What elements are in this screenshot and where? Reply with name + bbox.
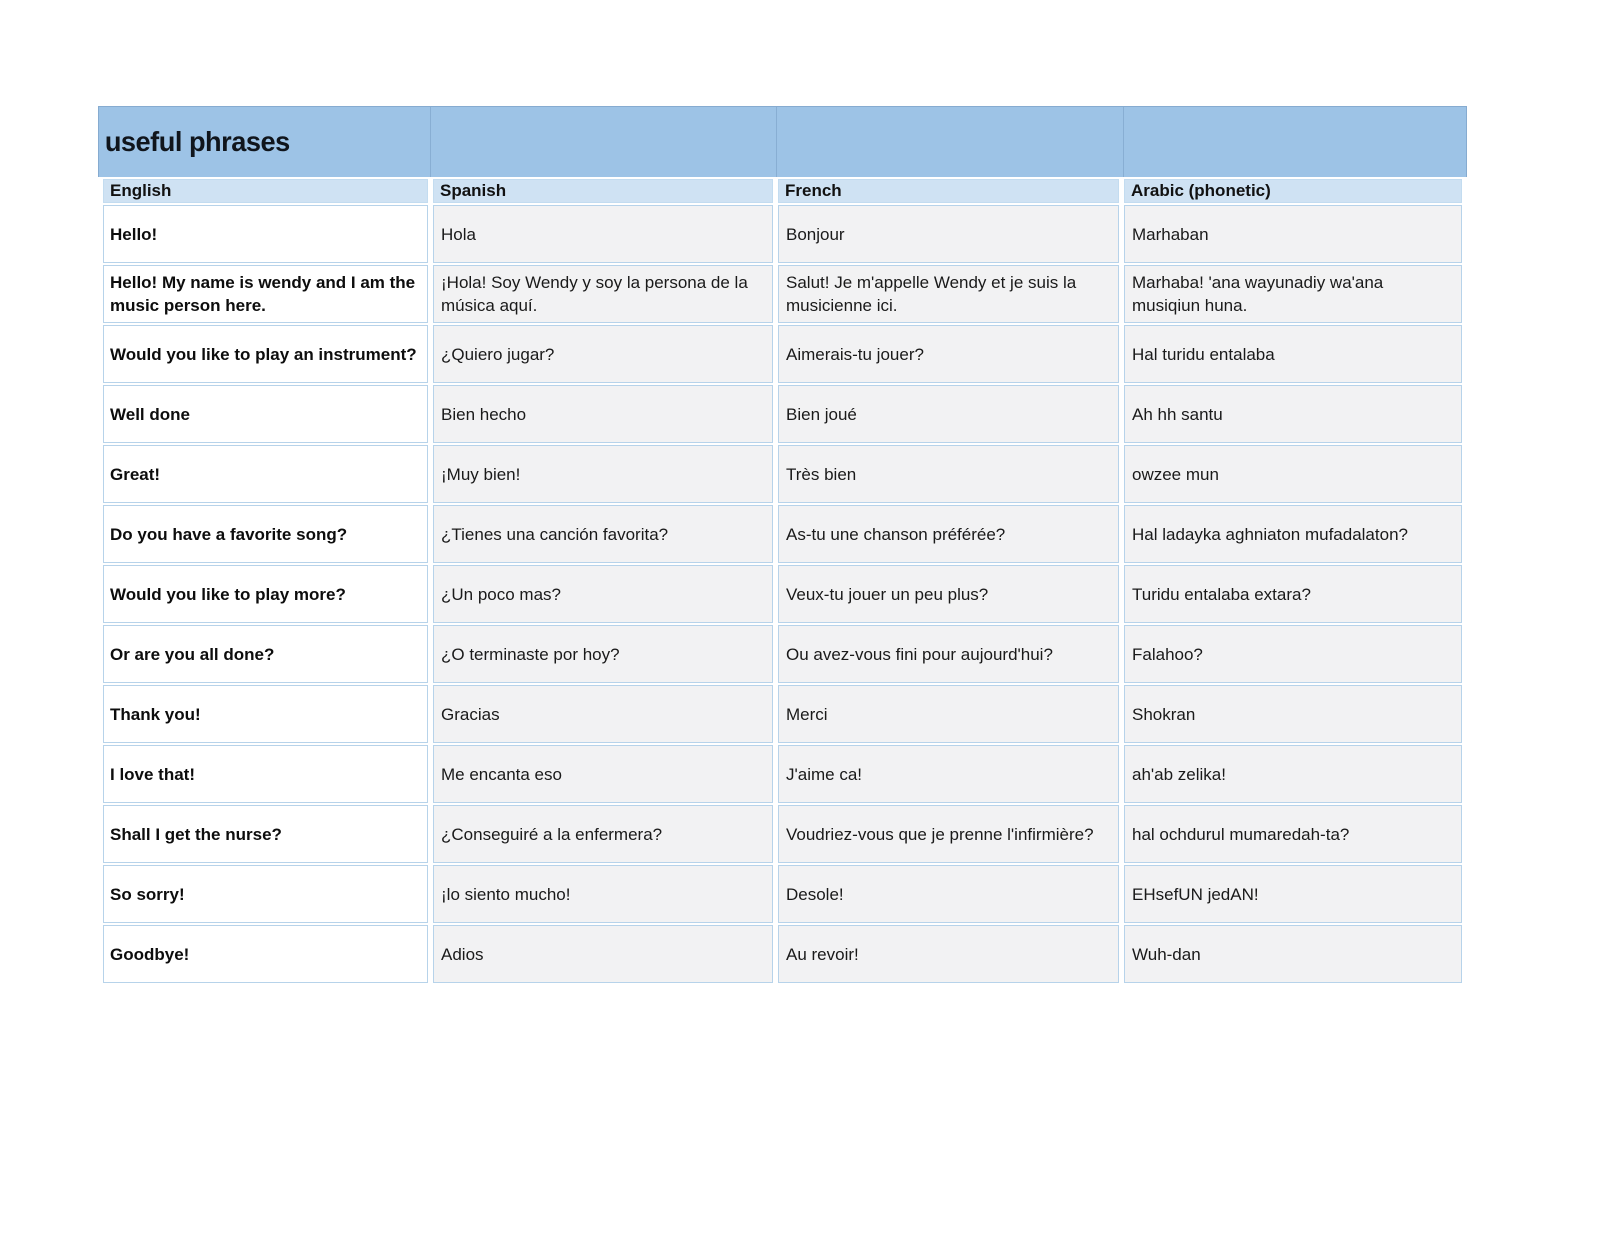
phrase-arabic: Marhaban: [1124, 205, 1462, 263]
phrase-arabic: Hal turidu entalaba: [1124, 325, 1462, 383]
phrase-spanish: ¿Tienes una canción favorita?: [433, 505, 773, 563]
phrase-english: Well done: [103, 385, 428, 443]
title-band-cell: [776, 107, 1123, 177]
phrase-spanish: Hola: [433, 205, 773, 263]
phrase-row: Shall I get the nurse? ¿Conseguiré a la …: [103, 805, 1462, 863]
phrase-english: Would you like to play an instrument?: [103, 325, 428, 383]
phrase-spanish: Bien hecho: [433, 385, 773, 443]
phrase-french: Desole!: [778, 865, 1119, 923]
title-band-cell: [430, 107, 776, 177]
phrases-table: English Spanish French Arabic (phonetic)…: [98, 177, 1467, 985]
phrase-arabic: hal ochdurul mumaredah-ta?: [1124, 805, 1462, 863]
phrase-arabic: Shokran: [1124, 685, 1462, 743]
phrase-row: Would you like to play more? ¿Un poco ma…: [103, 565, 1462, 623]
title-band-cell: [1123, 107, 1466, 177]
phrase-french: Bien joué: [778, 385, 1119, 443]
phrase-row: Would you like to play an instrument? ¿Q…: [103, 325, 1462, 383]
phrase-spanish: Gracias: [433, 685, 773, 743]
phrase-row: I love that! Me encanta eso J'aime ca! a…: [103, 745, 1462, 803]
phrase-arabic: Turidu entalaba extara?: [1124, 565, 1462, 623]
phrase-spanish: ¡Hola! Soy Wendy y soy la persona de la …: [433, 265, 773, 323]
phrase-french: Salut! Je m'appelle Wendy et je suis la …: [778, 265, 1119, 323]
phrase-arabic: Ah hh santu: [1124, 385, 1462, 443]
phrase-english: Shall I get the nurse?: [103, 805, 428, 863]
phrase-row: Great! ¡Muy bien! Très bien owzee mun: [103, 445, 1462, 503]
phrase-arabic: owzee mun: [1124, 445, 1462, 503]
phrase-french: Aimerais-tu jouer?: [778, 325, 1119, 383]
phrase-arabic: Marhaba! 'ana wayunadiy wa'ana musiqiun …: [1124, 265, 1462, 323]
phrase-row: Or are you all done? ¿O terminaste por h…: [103, 625, 1462, 683]
phrase-row: Goodbye! Adios Au revoir! Wuh-dan: [103, 925, 1462, 983]
column-header-row: English Spanish French Arabic (phonetic): [103, 179, 1462, 203]
phrase-english: Would you like to play more?: [103, 565, 428, 623]
phrase-row: So sorry! ¡lo siento mucho! Desole! EHse…: [103, 865, 1462, 923]
phrase-spanish: ¡Muy bien!: [433, 445, 773, 503]
phrase-english: Goodbye!: [103, 925, 428, 983]
phrase-arabic: ah'ab zelika!: [1124, 745, 1462, 803]
phrase-french: Ou avez-vous fini pour aujourd'hui?: [778, 625, 1119, 683]
phrase-english: So sorry!: [103, 865, 428, 923]
phrase-spanish: Adios: [433, 925, 773, 983]
phrase-row: Hello! Hola Bonjour Marhaban: [103, 205, 1462, 263]
column-header-french: French: [778, 179, 1119, 203]
phrase-row: Well done Bien hecho Bien joué Ah hh san…: [103, 385, 1462, 443]
phrase-row: Hello! My name is wendy and I am the mus…: [103, 265, 1462, 323]
phrase-arabic: Falahoo?: [1124, 625, 1462, 683]
phrase-spanish: ¿Un poco mas?: [433, 565, 773, 623]
table-title: useful phrases: [104, 126, 290, 157]
phrase-french: Bonjour: [778, 205, 1119, 263]
phrase-english: Or are you all done?: [103, 625, 428, 683]
phrase-english: Do you have a favorite song?: [103, 505, 428, 563]
phrase-spanish: ¿O terminaste por hoy?: [433, 625, 773, 683]
phrase-french: Veux-tu jouer un peu plus?: [778, 565, 1119, 623]
phrase-english: I love that!: [103, 745, 428, 803]
phrase-arabic: EHsefUN jedAN!: [1124, 865, 1462, 923]
phrase-french: As-tu une chanson préférée?: [778, 505, 1119, 563]
phrase-french: Au revoir!: [778, 925, 1119, 983]
phrase-spanish: ¡lo siento mucho!: [433, 865, 773, 923]
column-header-spanish: Spanish: [433, 179, 773, 203]
phrase-english: Thank you!: [103, 685, 428, 743]
column-header-english: English: [103, 179, 428, 203]
useful-phrases-table: useful phrases English Spanish French Ar…: [98, 106, 1467, 985]
phrase-english: Great!: [103, 445, 428, 503]
phrase-french: J'aime ca!: [778, 745, 1119, 803]
phrase-arabic: Hal ladayka aghniaton mufadalaton?: [1124, 505, 1462, 563]
phrase-spanish: Me encanta eso: [433, 745, 773, 803]
column-header-arabic: Arabic (phonetic): [1124, 179, 1462, 203]
phrase-arabic: Wuh-dan: [1124, 925, 1462, 983]
phrase-spanish: ¿Conseguiré a la enfermera?: [433, 805, 773, 863]
title-band-cell: useful phrases: [99, 107, 430, 177]
table-title-band: useful phrases: [98, 106, 1467, 178]
phrase-english: Hello! My name is wendy and I am the mus…: [103, 265, 428, 323]
phrase-french: Voudriez-vous que je prenne l'infirmière…: [778, 805, 1119, 863]
phrase-row: Do you have a favorite song? ¿Tienes una…: [103, 505, 1462, 563]
phrase-french: Merci: [778, 685, 1119, 743]
phrase-french: Très bien: [778, 445, 1119, 503]
phrase-english: Hello!: [103, 205, 428, 263]
phrase-spanish: ¿Quiero jugar?: [433, 325, 773, 383]
phrase-row: Thank you! Gracias Merci Shokran: [103, 685, 1462, 743]
